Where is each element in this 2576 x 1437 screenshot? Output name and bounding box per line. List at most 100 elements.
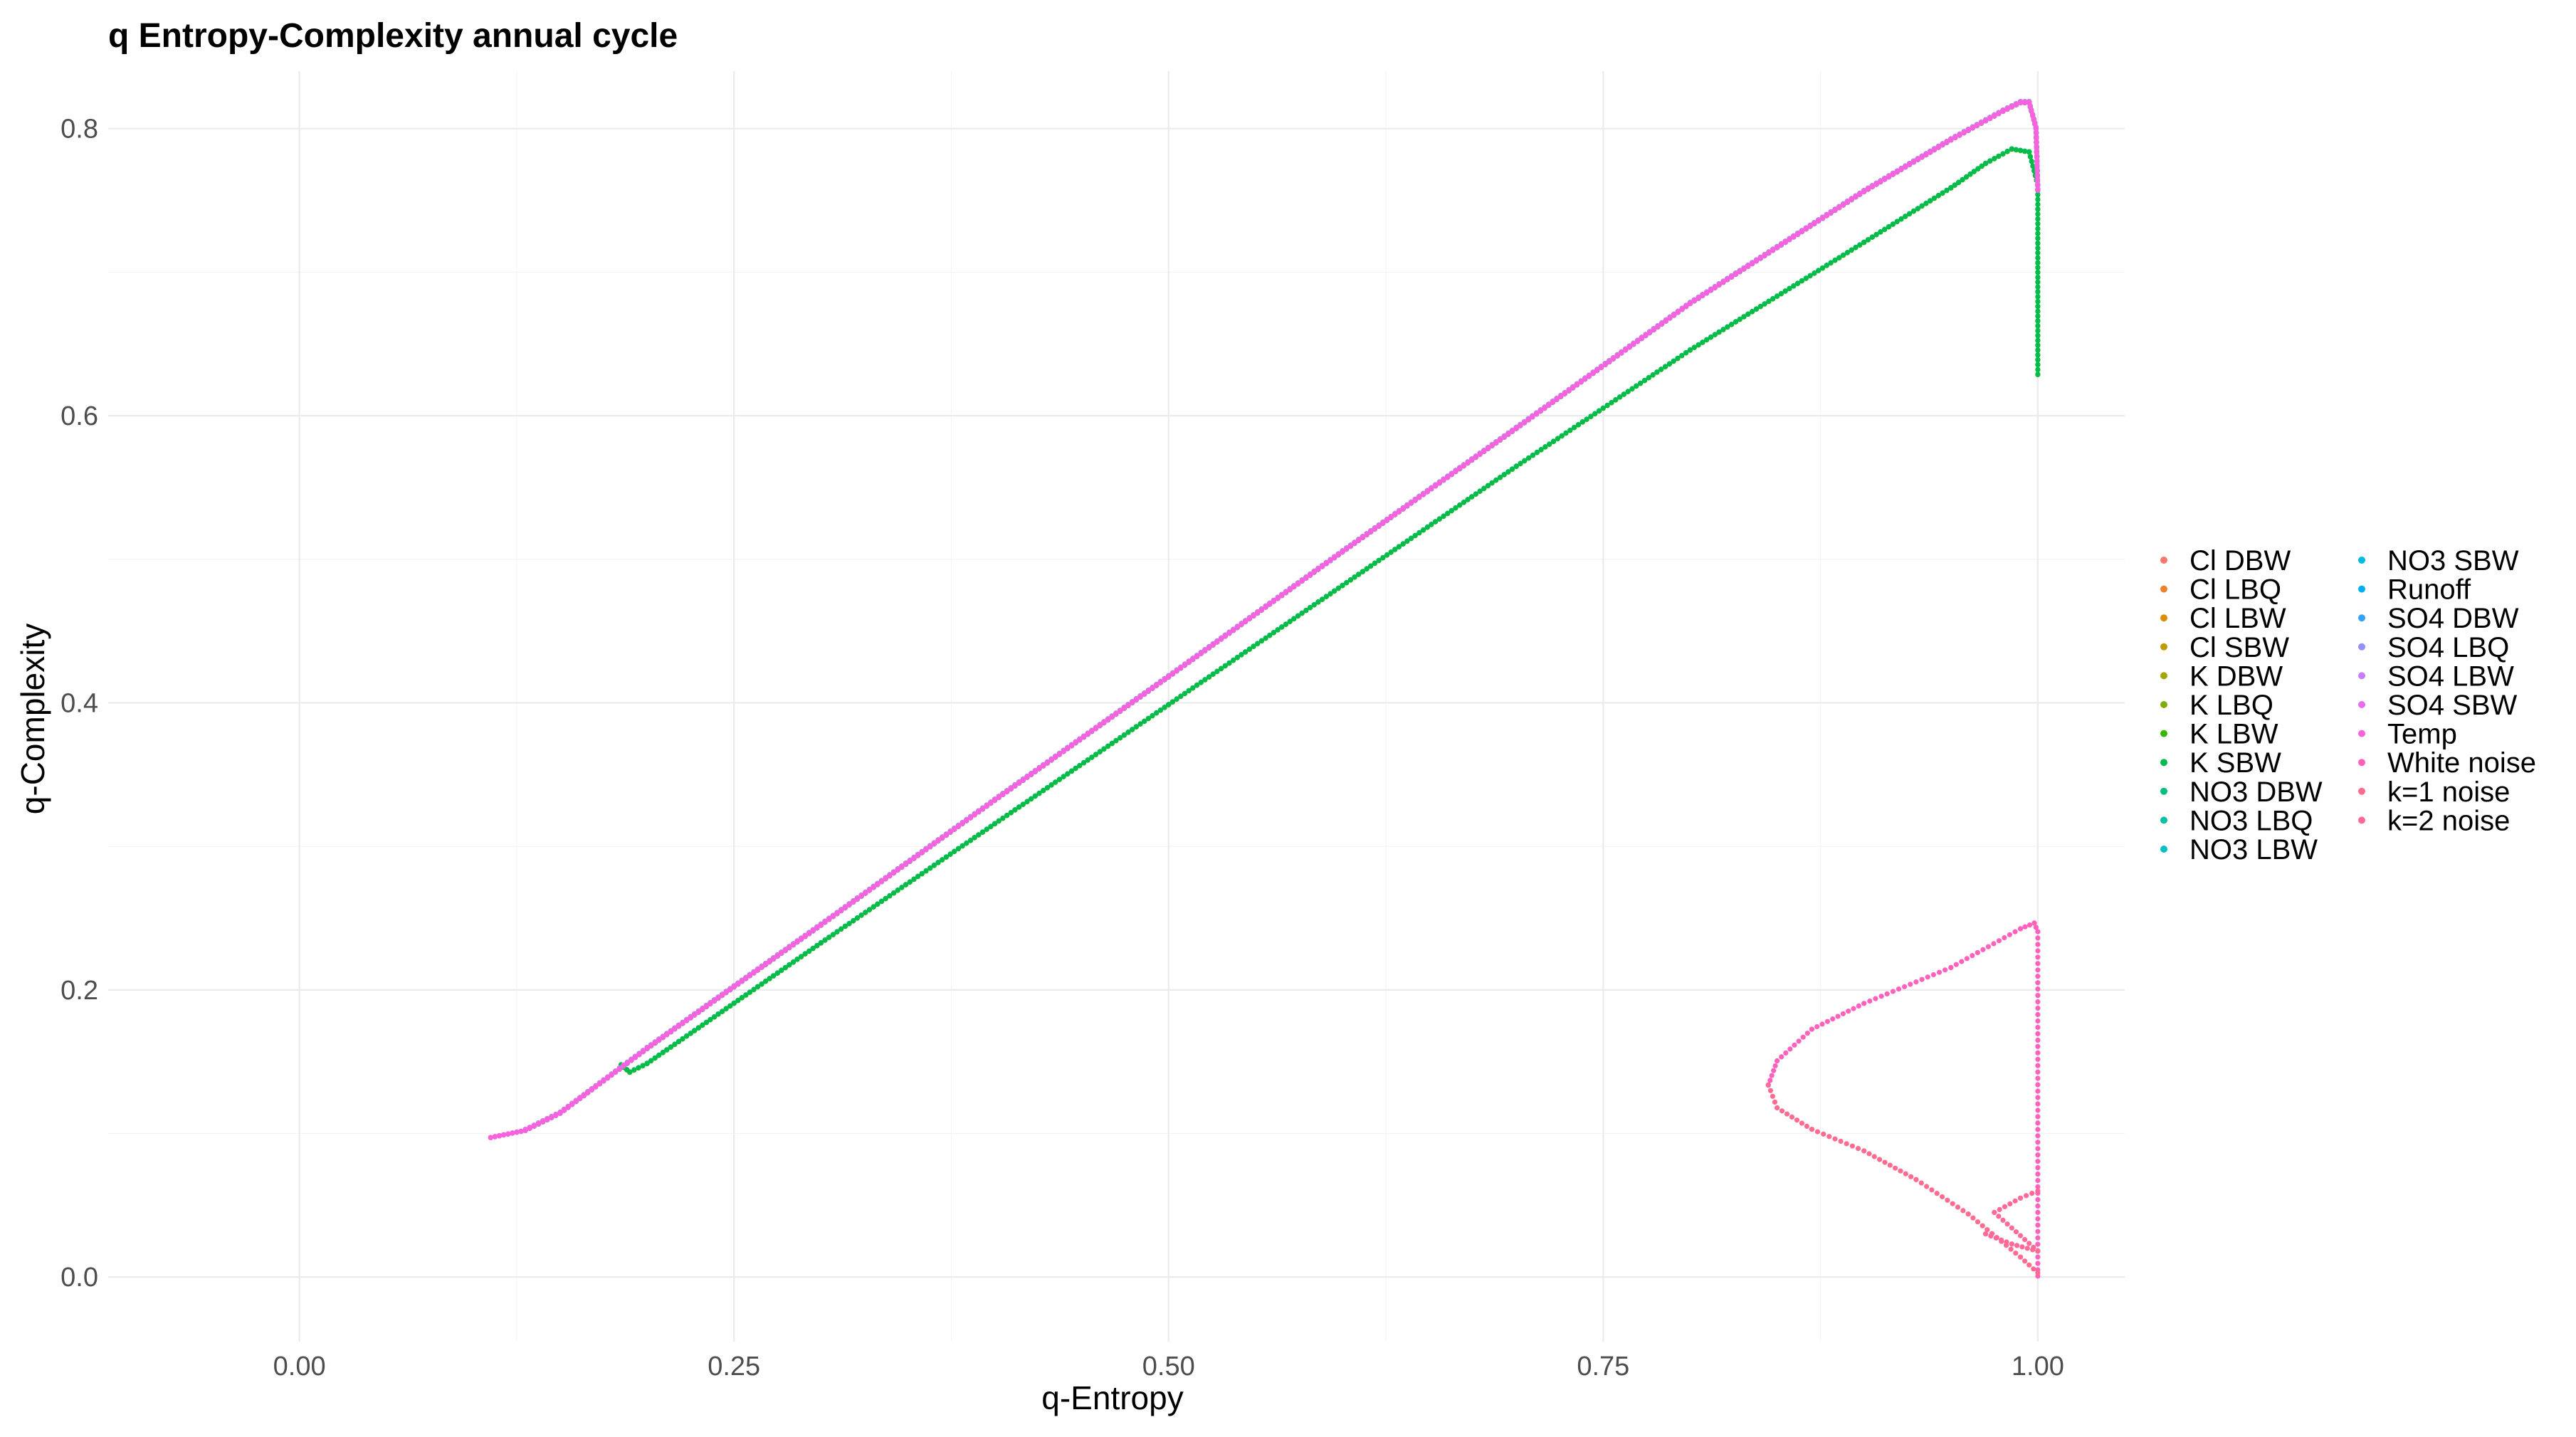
- data-point: [822, 937, 828, 943]
- data-point: [2035, 284, 2041, 290]
- data-point: [891, 890, 897, 895]
- data-point: [1898, 216, 1904, 221]
- data-point: [1609, 399, 1614, 406]
- data-point: [1691, 344, 1697, 350]
- grid-major: [108, 71, 2125, 1342]
- series-no3-sbw: [621, 99, 2041, 1068]
- data-point: [1824, 263, 1829, 268]
- data-point: [1198, 679, 1204, 685]
- data-point: [1931, 195, 1938, 201]
- data-point: [2035, 245, 2041, 251]
- data-point: [1928, 198, 1933, 204]
- data-point: [656, 1052, 662, 1058]
- data-point: [1356, 572, 1362, 577]
- data-point: [1592, 411, 1598, 416]
- data-point: [842, 923, 848, 929]
- data-point: [1118, 735, 1123, 740]
- data-point: [2013, 147, 2019, 152]
- data-point: [1032, 793, 1038, 799]
- data-point: [1093, 752, 1099, 757]
- data-point: [1263, 635, 1268, 641]
- data-point: [799, 954, 804, 959]
- data-point: [1737, 316, 1742, 322]
- data-point: [684, 1033, 690, 1038]
- data-point: [1077, 762, 1083, 768]
- data-point: [779, 967, 784, 973]
- data-point: [1130, 727, 1135, 732]
- data-point: [1421, 527, 1426, 533]
- data-point: [1696, 342, 1701, 347]
- data-point: [1137, 721, 1143, 727]
- data-point: [826, 935, 832, 940]
- data-point: [2004, 148, 2010, 154]
- data-point: [1234, 654, 1240, 660]
- data-point: [1563, 430, 1569, 436]
- data-point: [2035, 372, 2041, 377]
- data-point: [1650, 372, 1656, 378]
- data-point: [2035, 236, 2041, 241]
- data-point: [1919, 203, 1925, 209]
- data-point: [1778, 290, 1784, 296]
- data-point: [1791, 283, 1797, 289]
- data-point: [1700, 339, 1705, 345]
- data-point: [1816, 268, 1821, 273]
- data-point: [1065, 771, 1071, 777]
- data-point: [1497, 474, 1503, 480]
- data-point: [1579, 419, 1585, 425]
- data-point: [723, 1006, 729, 1011]
- data-point: [1453, 505, 1458, 510]
- data-point: [1347, 577, 1353, 583]
- data-point: [1766, 298, 1772, 304]
- data-point: [1267, 632, 1273, 638]
- data-point: [1279, 624, 1285, 630]
- data-point: [2029, 158, 2034, 164]
- data-point: [1372, 560, 1377, 566]
- data-point: [2035, 201, 2041, 207]
- data-point: [2035, 313, 2041, 319]
- data-point: [1770, 295, 1776, 302]
- data-point: [1992, 156, 1997, 162]
- data-point: [2035, 367, 2041, 372]
- data-point: [1190, 685, 1196, 690]
- data-point: [1315, 599, 1321, 605]
- chart-title: q Entropy-Complexity annual cycle: [108, 17, 678, 55]
- data-point: [2035, 362, 2041, 367]
- data-point: [1882, 226, 1888, 232]
- data-point: [1534, 449, 1540, 456]
- data-point: [915, 873, 921, 879]
- data-point: [2035, 298, 2041, 304]
- data-point: [1725, 324, 1730, 330]
- series-cl-sbw: [535, 99, 2041, 1126]
- data-point: [1836, 255, 1842, 260]
- data-point: [1157, 707, 1163, 713]
- data-point: [1477, 488, 1483, 494]
- series-no3-lbw: [621, 99, 2041, 1068]
- data-point: [1041, 787, 1046, 793]
- data-point: [2035, 342, 2041, 348]
- data-point: [2035, 191, 2041, 197]
- data-point: [967, 837, 974, 843]
- data-point: [992, 821, 998, 826]
- data-point: [814, 942, 820, 948]
- data-point: [875, 901, 880, 907]
- data-point: [1219, 665, 1224, 671]
- data-point: [731, 1000, 737, 1006]
- data-point: [700, 1022, 705, 1028]
- data-point: [703, 1019, 710, 1025]
- data-point: [1518, 460, 1523, 466]
- data-point: [1441, 513, 1446, 519]
- data-point: [1016, 804, 1022, 810]
- data-point: [1952, 182, 1957, 188]
- data-point: [1940, 190, 1945, 196]
- data-point: [1757, 303, 1763, 309]
- data-point: [787, 962, 792, 967]
- data-point: [1683, 349, 1689, 355]
- data-point: [935, 860, 941, 865]
- data-point: [1323, 594, 1329, 599]
- data-point: [1853, 244, 1859, 250]
- data-point: [1493, 477, 1499, 483]
- data-point: [1202, 677, 1208, 683]
- data-point: [1073, 765, 1078, 771]
- data-point: [1894, 219, 1900, 224]
- data-point: [1445, 510, 1451, 516]
